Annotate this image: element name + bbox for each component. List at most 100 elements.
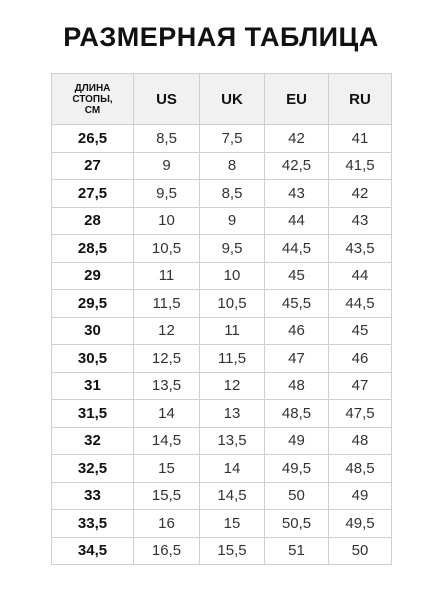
foot-length-cell: 27,5: [51, 179, 134, 208]
table-row: 28,5 10,5 9,5 44,5 43,5: [51, 234, 392, 263]
foot-length-cell: 32,5: [51, 454, 134, 483]
foot-length-cell: 29: [51, 261, 134, 290]
size-cell: 48,5: [264, 399, 329, 428]
table-row: 27,5 9,5 8,5 43 42: [51, 179, 392, 208]
size-cell: 10: [133, 206, 200, 235]
table-body: 26,5 8,5 7,5 42 41 27 9 8 42,5 41,5 27,5 9,5 8,5 43 42…: [51, 124, 392, 565]
size-cell: 8: [199, 151, 265, 180]
size-cell: 43,5: [328, 234, 392, 263]
size-cell: 14,5: [199, 481, 265, 510]
foot-length-cell: 31: [51, 371, 134, 400]
foot-length-cell: 30: [51, 316, 134, 345]
table-row: 30,5 12,5 11,5 47 46: [51, 344, 392, 373]
size-cell: 12: [133, 316, 200, 345]
size-cell: 13: [199, 399, 265, 428]
size-cell: 9: [199, 206, 265, 235]
size-cell: 11: [199, 316, 265, 345]
size-cell: 14: [133, 399, 200, 428]
size-cell: 13,5: [199, 426, 265, 455]
size-cell: 10,5: [199, 289, 265, 318]
size-cell: 9: [133, 151, 200, 180]
size-cell: 43: [264, 179, 329, 208]
size-cell: 42: [328, 179, 392, 208]
size-cell: 15: [199, 509, 265, 538]
size-cell: 16,5: [133, 536, 200, 565]
size-cell: 44: [264, 206, 329, 235]
size-cell: 7,5: [199, 124, 265, 153]
table-row: 33,5 16 15 50,5 49,5: [51, 509, 392, 538]
header-cell: ДЛИНА СТОПЫ, СМ: [51, 73, 134, 125]
table-row: 27 9 8 42,5 41,5: [51, 151, 392, 180]
table-row: 33 15,5 14,5 50 49: [51, 481, 392, 510]
size-cell: 45: [264, 261, 329, 290]
table-row: 29,5 11,5 10,5 45,5 44,5: [51, 289, 392, 318]
size-cell: 50: [264, 481, 329, 510]
size-table: ДЛИНА СТОПЫ, СМ US UK EU RU 26,5 8,5 7,5 42 41 27…: [51, 73, 392, 565]
size-cell: 41: [328, 124, 392, 153]
size-cell: 16: [133, 509, 200, 538]
size-cell: 14,5: [133, 426, 200, 455]
size-cell: 11,5: [133, 289, 200, 318]
size-cell: 10,5: [133, 234, 200, 263]
size-cell: 14: [199, 454, 265, 483]
size-cell: 45,5: [264, 289, 329, 318]
table-row: 29 11 10 45 44: [51, 261, 392, 290]
size-cell: 48,5: [328, 454, 392, 483]
foot-length-cell: 29,5: [51, 289, 134, 318]
size-cell: 50,5: [264, 509, 329, 538]
size-cell: 9,5: [133, 179, 200, 208]
header-cell: UK: [199, 73, 265, 125]
size-cell: 44: [328, 261, 392, 290]
foot-length-cell: 27: [51, 151, 134, 180]
size-cell: 15,5: [199, 536, 265, 565]
table-row: 31 13,5 12 48 47: [51, 371, 392, 400]
size-cell: 13,5: [133, 371, 200, 400]
size-cell: 48: [328, 426, 392, 455]
foot-length-cell: 33,5: [51, 509, 134, 538]
size-cell: 44,5: [264, 234, 329, 263]
size-cell: 11: [133, 261, 200, 290]
size-cell: 9,5: [199, 234, 265, 263]
size-cell: 44,5: [328, 289, 392, 318]
size-cell: 11,5: [199, 344, 265, 373]
header-cell: RU: [328, 73, 392, 125]
header-cell: EU: [264, 73, 329, 125]
table-row: 32 14,5 13,5 49 48: [51, 426, 392, 455]
size-cell: 47: [264, 344, 329, 373]
size-cell: 47,5: [328, 399, 392, 428]
size-cell: 45: [328, 316, 392, 345]
table-row: 34,5 16,5 15,5 51 50: [51, 536, 392, 565]
size-cell: 12: [199, 371, 265, 400]
size-cell: 49,5: [264, 454, 329, 483]
size-cell: 15: [133, 454, 200, 483]
size-cell: 49: [328, 481, 392, 510]
size-cell: 10: [199, 261, 265, 290]
size-cell: 46: [328, 344, 392, 373]
foot-length-cell: 31,5: [51, 399, 134, 428]
table-row: 32,5 15 14 49,5 48,5: [51, 454, 392, 483]
foot-length-cell: 33: [51, 481, 134, 510]
size-cell: 42: [264, 124, 329, 153]
size-cell: 51: [264, 536, 329, 565]
size-cell: 49: [264, 426, 329, 455]
size-cell: 41,5: [328, 151, 392, 180]
size-cell: 49,5: [328, 509, 392, 538]
foot-length-cell: 30,5: [51, 344, 134, 373]
foot-length-cell: 28: [51, 206, 134, 235]
foot-length-cell: 34,5: [51, 536, 134, 565]
size-cell: 8,5: [199, 179, 265, 208]
size-cell: 42,5: [264, 151, 329, 180]
size-cell: 15,5: [133, 481, 200, 510]
size-cell: 12,5: [133, 344, 200, 373]
table-row: 31,5 14 13 48,5 47,5: [51, 399, 392, 428]
size-cell: 50: [328, 536, 392, 565]
table-row: 28 10 9 44 43: [51, 206, 392, 235]
size-cell: 43: [328, 206, 392, 235]
header-cell: US: [133, 73, 200, 125]
size-cell: 46: [264, 316, 329, 345]
size-cell: 48: [264, 371, 329, 400]
table-row: 26,5 8,5 7,5 42 41: [51, 124, 392, 153]
size-cell: 8,5: [133, 124, 200, 153]
header-row: ДЛИНА СТОПЫ, СМ US UK EU RU: [51, 73, 392, 125]
